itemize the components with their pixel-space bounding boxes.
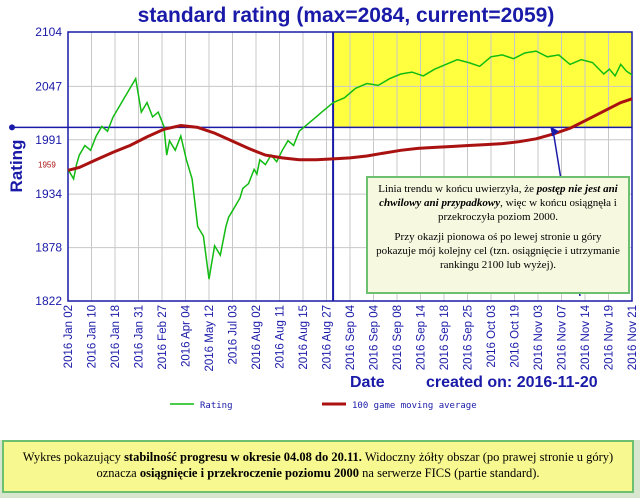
chart-title: standard rating (max=2084, current=2059) bbox=[138, 4, 555, 27]
y-tick-label: 1822 bbox=[35, 294, 62, 308]
x-tick-label: 2016 Jan 18 bbox=[110, 305, 122, 368]
caption-text-2: Widoczny żółty obszar (po prawej stronie… bbox=[96, 450, 614, 480]
x-tick-label: 2016 Aug 11 bbox=[275, 305, 287, 369]
legend-label: Rating bbox=[200, 401, 233, 411]
x-tick-label: 2016 Jul 03 bbox=[228, 305, 240, 364]
caption-box: Wykres pokazujący stabilność progresu w … bbox=[2, 440, 634, 493]
reference-line-start-dot bbox=[9, 124, 15, 131]
rating-series-line bbox=[67, 50, 633, 280]
moving-average-line bbox=[67, 97, 633, 172]
plot-frame bbox=[67, 31, 633, 302]
x-tick-label: 2016 Aug 15 bbox=[298, 305, 310, 370]
note-paragraph-2: Przy okazji pionowa oś po lewej stronie … bbox=[376, 231, 620, 271]
legend-label: 100 game moving average bbox=[352, 401, 477, 411]
x-tick-label: 2016 Sep 25 bbox=[463, 305, 475, 370]
x-tick-label: 2016 May 12 bbox=[204, 305, 216, 372]
x-tick-label: 2016 Sep 08 bbox=[392, 305, 404, 370]
x-tick-label: 2016 Oct 19 bbox=[510, 305, 522, 368]
caption-bold-2: osiągnięcie i przekroczenie poziomu 2000 bbox=[139, 466, 360, 480]
start-value-label: 1959 bbox=[38, 160, 56, 169]
x-tick-label: 2016 Nov 03 bbox=[533, 305, 545, 370]
x-tick-label: 2016 Nov 14 bbox=[580, 304, 592, 370]
x-tick-label: 2016 Sep 18 bbox=[439, 305, 451, 370]
x-tick-label: 2016 Sep 04 bbox=[345, 304, 357, 370]
x-tick-label: 2016 Sep 14 bbox=[416, 304, 428, 370]
x-tick-label: 2016 Aug 02 bbox=[251, 305, 263, 370]
x-axis-label: Date bbox=[350, 374, 385, 391]
x-tick-label: 2016 Jan 02 bbox=[63, 305, 75, 368]
y-tick-label: 1878 bbox=[35, 241, 62, 255]
x-tick-label: 2016 Nov 07 bbox=[557, 305, 569, 370]
x-tick-label: 2016 Jan 10 bbox=[87, 305, 99, 368]
x-tick-label: 2016 Aug 27 bbox=[322, 305, 334, 370]
x-tick-label: 2016 Jan 31 bbox=[134, 305, 146, 368]
y-axis-label: Rating bbox=[7, 140, 26, 193]
x-tick-label: 2016 Apr 04 bbox=[181, 304, 193, 367]
y-tick-label: 2047 bbox=[35, 79, 62, 93]
x-tick-label: 2016 Oct 03 bbox=[486, 305, 498, 368]
y-tick-label: 1991 bbox=[35, 133, 62, 147]
x-tick-label: 2016 Nov 21 bbox=[627, 305, 639, 370]
note-text-1c: , więc w końcu osiągnęła i przekroczyła … bbox=[437, 197, 617, 223]
x-tick-label: 2016 Nov 19 bbox=[604, 305, 616, 370]
y-tick-label: 2104 bbox=[35, 25, 62, 39]
caption-text-1: Wykres pokazujący bbox=[22, 450, 125, 464]
note-text-1b: postęp nie jest ani chwilowy ani przypad… bbox=[379, 183, 618, 209]
x-tick-label: 2016 Feb 27 bbox=[157, 305, 169, 370]
caption-bold-1: stabilność progresu w okresie 04.08 do 2… bbox=[124, 450, 362, 464]
annotation-arrowhead bbox=[550, 126, 560, 137]
created-date-label: created on: 2016-11-20 bbox=[426, 374, 598, 391]
x-tick-label: 2016 Sep 04 bbox=[369, 304, 381, 370]
annotation-note: Linia trendu w końcu uwierzyła, że postę… bbox=[366, 176, 630, 294]
caption-text-3: na serwerze FICS (partie standard). bbox=[359, 466, 540, 480]
note-paragraph-1: Linia trendu w końcu uwierzyła, że postę… bbox=[376, 182, 620, 224]
y-tick-label: 1934 bbox=[35, 187, 62, 201]
goal-highlight-area bbox=[333, 32, 632, 128]
note-text-1a: Linia trendu w końcu uwierzyła, że bbox=[378, 183, 537, 195]
